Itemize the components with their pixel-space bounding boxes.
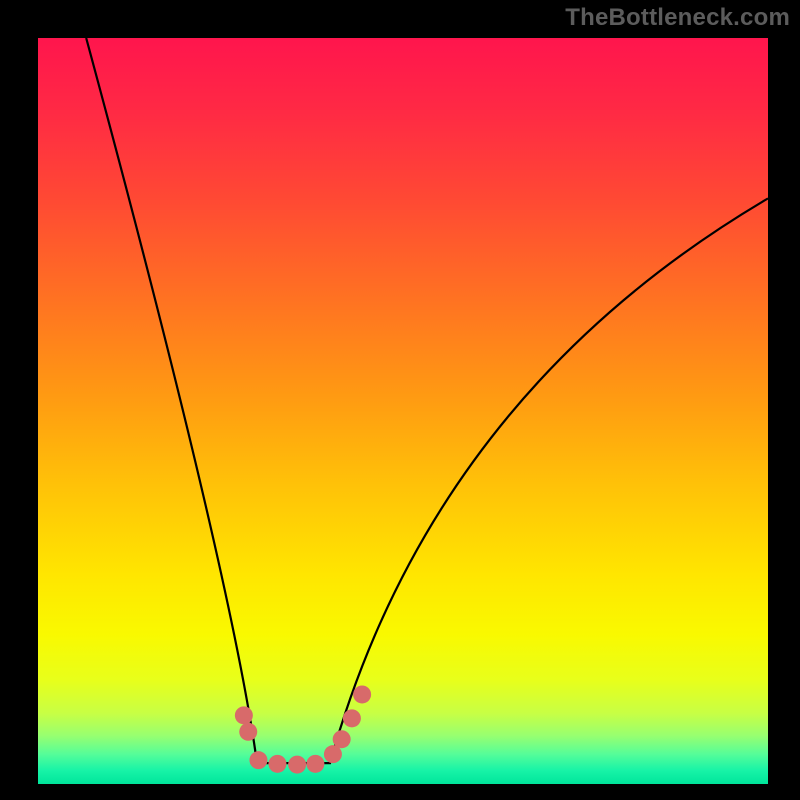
curve-marker [249,751,267,769]
curve-marker [235,706,253,724]
curve-marker [288,756,306,774]
plot-area [38,38,768,784]
curve-layer [38,38,768,784]
curve-marker [306,755,324,773]
curve-marker [353,685,371,703]
curve-marker [239,723,257,741]
curve-marker [268,755,286,773]
v-curve-path [86,38,768,763]
curve-marker [333,730,351,748]
chart-outer: TheBottleneck.com [0,0,800,800]
curve-marker [343,709,361,727]
watermark-text: TheBottleneck.com [565,4,790,32]
